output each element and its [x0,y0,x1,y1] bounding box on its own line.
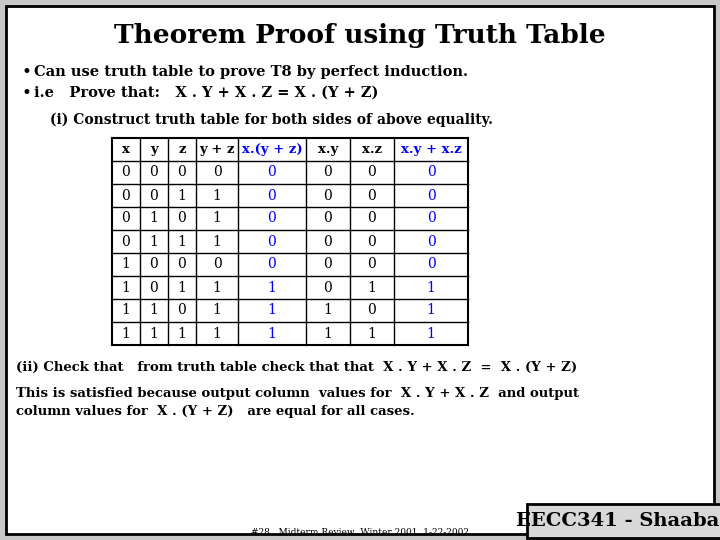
Text: 0: 0 [178,165,186,179]
Text: 0: 0 [178,212,186,226]
Text: 0: 0 [212,165,221,179]
Text: 1: 1 [150,327,158,341]
Text: 1: 1 [150,303,158,318]
Text: 1: 1 [212,188,222,202]
Text: 1: 1 [426,280,436,294]
Text: 1: 1 [268,280,276,294]
Text: 1: 1 [426,303,436,318]
Text: 1: 1 [426,327,436,341]
Text: •: • [22,63,32,81]
Text: y: y [150,143,158,156]
Text: 1: 1 [178,234,186,248]
Text: 1: 1 [368,280,377,294]
Text: 0: 0 [178,303,186,318]
Text: 1: 1 [212,212,222,226]
Text: 0: 0 [150,258,158,272]
Text: x.y: x.y [318,143,338,156]
Text: i.e   Prove that:   X . Y + X . Z = X . (Y + Z): i.e Prove that: X . Y + X . Z = X . (Y +… [34,86,379,100]
Text: 0: 0 [323,188,333,202]
Text: 1: 1 [323,303,333,318]
Text: 0: 0 [368,212,377,226]
Text: y + z: y + z [199,143,235,156]
Text: x: x [122,143,130,156]
Text: 1: 1 [122,327,130,341]
Text: 0: 0 [268,234,276,248]
Text: x.(y + z): x.(y + z) [242,143,302,156]
Text: 0: 0 [268,212,276,226]
Text: 1: 1 [122,258,130,272]
Text: 1: 1 [150,234,158,248]
Text: Can use truth table to prove T8 by perfect induction.: Can use truth table to prove T8 by perfe… [34,65,468,79]
Bar [527,504,720,538]
Text: 0: 0 [178,258,186,272]
Text: 0: 0 [323,234,333,248]
Text: 1: 1 [122,303,130,318]
Text: x.y + x.z: x.y + x.z [400,143,462,156]
Text: 0: 0 [268,188,276,202]
Text: 0: 0 [122,212,130,226]
Text: z: z [179,143,186,156]
Text: 0: 0 [368,188,377,202]
Text: 0: 0 [323,212,333,226]
Text: 0: 0 [150,165,158,179]
Text: 0: 0 [268,165,276,179]
Text: (ii) Check that   from truth table check that that  X . Y + X . Z  =  X . (Y + Z: (ii) Check that from truth table check t… [16,361,577,374]
Text: 0: 0 [427,234,436,248]
Bar [112,138,468,345]
Text: 0: 0 [427,188,436,202]
Text: 1: 1 [178,280,186,294]
Text: 0: 0 [323,280,333,294]
Text: 0: 0 [368,165,377,179]
Text: 0: 0 [368,234,377,248]
Text: 1: 1 [212,280,222,294]
Text: Theorem Proof using Truth Table: Theorem Proof using Truth Table [114,23,606,48]
Text: column values for  X . (Y + Z)   are equal for all cases.: column values for X . (Y + Z) are equal … [16,404,415,417]
Text: 0: 0 [427,212,436,226]
Text: 0: 0 [427,258,436,272]
Text: 1: 1 [178,188,186,202]
Text: 1: 1 [122,280,130,294]
Text: 0: 0 [122,165,130,179]
Text: 0: 0 [150,280,158,294]
Text: 0: 0 [368,258,377,272]
Text: 1: 1 [268,327,276,341]
Text: 0: 0 [323,165,333,179]
Text: 0: 0 [212,258,221,272]
Text: 1: 1 [212,303,222,318]
Text: 1: 1 [150,212,158,226]
Bar [531,508,720,540]
Text: 1: 1 [212,234,222,248]
Text: 0: 0 [323,258,333,272]
Text: 1: 1 [178,327,186,341]
Text: 0: 0 [150,188,158,202]
Text: 0: 0 [427,165,436,179]
Text: EECC341 - Shaaban: EECC341 - Shaaban [516,512,720,530]
Text: #28   Midterm Review  Winter 2001  1-22-2002: #28 Midterm Review Winter 2001 1-22-2002 [251,528,469,537]
Text: 1: 1 [212,327,222,341]
Text: •: • [22,84,32,102]
Text: 0: 0 [122,234,130,248]
Text: x.z: x.z [362,143,382,156]
Text: 1: 1 [368,327,377,341]
Text: 1: 1 [268,303,276,318]
Text: (i) Construct truth table for both sides of above equality.: (i) Construct truth table for both sides… [50,113,493,127]
Text: 1: 1 [323,327,333,341]
Text: 0: 0 [122,188,130,202]
Text: 0: 0 [368,303,377,318]
Text: This is satisfied because output column  values for  X . Y + X . Z  and output: This is satisfied because output column … [16,387,579,400]
Text: 0: 0 [268,258,276,272]
